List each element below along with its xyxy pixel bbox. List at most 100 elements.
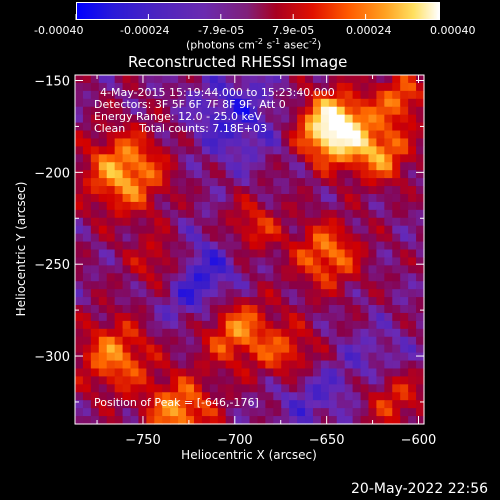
- heatmap-cell: [265, 344, 274, 354]
- heatmap-cell: [273, 241, 282, 251]
- heatmap-cell: [297, 328, 306, 338]
- heatmap-cell: [328, 368, 338, 378]
- heatmap-cell: [209, 344, 219, 354]
- heatmap-cell: [408, 273, 417, 282]
- heatmap-cell: [75, 178, 84, 187]
- heatmap-cell: [225, 122, 235, 132]
- heatmap-cell: [162, 305, 171, 314]
- heatmap-cell: [328, 146, 338, 155]
- heatmap-cell: [344, 98, 354, 108]
- heatmap-cell: [90, 328, 100, 338]
- heatmap-cell: [376, 122, 385, 132]
- heatmap-cell: [257, 225, 266, 235]
- heatmap-cell: [162, 106, 171, 116]
- heatmap-cell: [257, 344, 266, 354]
- x-tick-label: −650: [309, 433, 345, 448]
- heatmap-cell: [154, 320, 163, 330]
- heatmap-cell: [312, 233, 322, 243]
- heatmap-cell: [289, 416, 298, 425]
- heatmap-cell: [392, 336, 401, 346]
- heatmap-cell: [249, 336, 259, 346]
- heatmap-cell: [75, 368, 84, 378]
- heatmap-cell: [241, 130, 251, 140]
- heatmap-cell: [241, 312, 251, 322]
- heatmap-cell: [273, 178, 282, 187]
- heatmap-cell: [186, 241, 195, 251]
- heatmap-cell: [305, 75, 314, 84]
- heatmap-cell: [265, 336, 274, 346]
- heatmap-cell: [368, 138, 378, 147]
- heatmap-cell: [289, 265, 298, 274]
- heatmap-cell: [416, 82, 425, 92]
- heatmap-cell: [281, 249, 290, 259]
- heatmap-cell: [352, 320, 362, 330]
- heatmap-cell: [289, 408, 298, 417]
- heatmap-cell: [233, 416, 243, 425]
- heatmap-cell: [352, 265, 362, 274]
- x-tick-label: −750: [125, 433, 161, 448]
- colorbar-tick-marks: [75, 14, 439, 20]
- y-axis-label: Heliocentric Y (arcsec): [14, 182, 28, 317]
- heatmap-cell: [201, 90, 211, 100]
- heatmap-cell: [146, 328, 155, 338]
- heatmap-cell: [305, 233, 314, 243]
- heatmap-cell: [146, 249, 155, 259]
- heatmap-cell: [178, 320, 187, 330]
- heatmap-cell: [217, 122, 227, 132]
- heatmap-cell: [368, 82, 378, 92]
- heatmap-cell: [360, 265, 370, 274]
- heatmap-cell: [400, 225, 409, 235]
- heatmap-cell: [416, 360, 425, 370]
- heatmap-cell: [178, 289, 187, 298]
- heatmap-cell: [297, 376, 306, 385]
- heatmap-cell: [154, 384, 163, 393]
- heatmap-cell: [146, 400, 155, 409]
- heatmap-cell: [408, 225, 417, 235]
- heatmap-cell: [289, 75, 298, 84]
- heatmap-cell: [408, 209, 417, 219]
- heatmap-cell: [328, 98, 338, 108]
- heatmap-cell: [312, 392, 322, 401]
- heatmap-cell: [384, 360, 393, 370]
- heatmap-cell: [217, 186, 227, 195]
- heatmap-cell: [201, 265, 211, 274]
- heatmap-cell: [186, 336, 195, 346]
- heatmap-cell: [186, 328, 195, 338]
- heatmap-cell: [106, 106, 116, 116]
- heatmap-cell: [170, 328, 179, 338]
- heatmap-cell: [138, 376, 147, 385]
- heatmap-cell: [249, 320, 259, 330]
- heatmap-cell: [217, 154, 227, 163]
- heatmap-cell: [106, 305, 116, 314]
- heatmap-cell: [138, 249, 147, 259]
- heatmap-cell: [408, 90, 417, 100]
- heatmap-cell: [241, 233, 251, 243]
- heatmap-cell: [257, 368, 266, 378]
- heatmap-cell: [75, 400, 84, 409]
- heatmap-cell: [193, 328, 203, 338]
- heatmap-cell: [312, 320, 322, 330]
- heatmap-cell: [193, 209, 203, 219]
- heatmap-cell: [249, 186, 259, 195]
- heatmap-cell: [320, 392, 330, 401]
- heatmap-cell: [114, 193, 124, 203]
- heatmap-cell: [170, 193, 179, 203]
- heatmap-cell: [265, 193, 274, 203]
- heatmap-cell: [90, 114, 100, 124]
- heatmap-cell: [162, 297, 171, 306]
- heatmap-cell: [257, 305, 266, 314]
- heatmap-cell: [344, 138, 354, 147]
- heatmap-cell: [328, 75, 338, 84]
- heatmap-cell: [392, 75, 401, 84]
- heatmap-cell: [416, 281, 425, 290]
- heatmap-cell: [249, 249, 259, 259]
- heatmap-cell: [193, 320, 203, 330]
- heatmap-cell: [186, 130, 195, 140]
- heatmap-cell: [273, 368, 282, 378]
- heatmap-cell: [344, 344, 354, 354]
- unit-sup: -2: [308, 37, 317, 46]
- heatmap-cell: [146, 376, 155, 385]
- heatmap-cell: [178, 122, 187, 132]
- heatmap-cell: [209, 360, 219, 370]
- heatmap-cell: [178, 360, 187, 370]
